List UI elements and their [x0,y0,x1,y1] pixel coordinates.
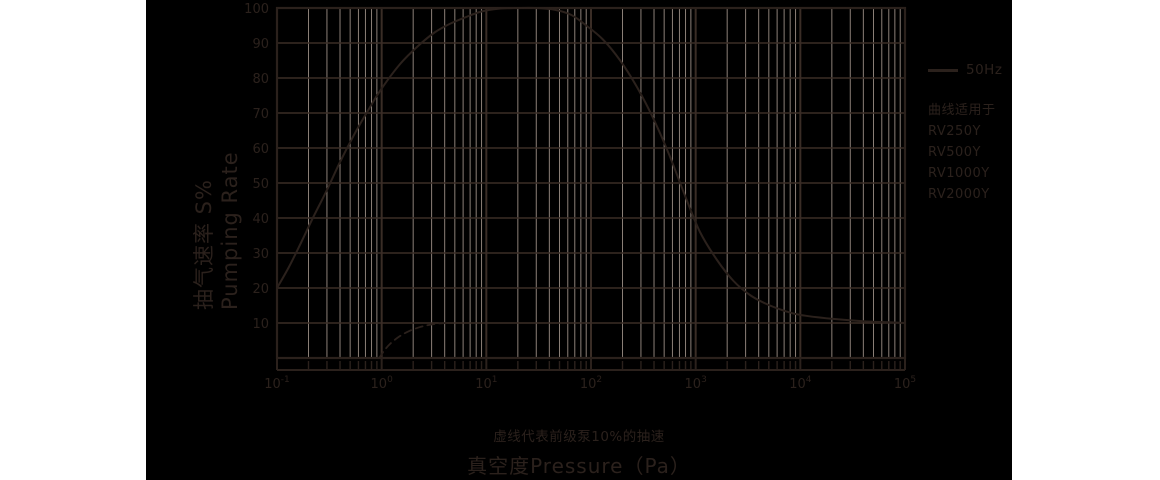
y-tick-label: 20 [252,282,269,297]
x-tick-label: 102 [580,375,602,392]
y-tick-label: 100 [244,2,269,17]
legend-note-heading: 曲线适用于 [928,103,996,118]
y-tick-label: 60 [252,142,269,157]
major-gridlines [276,7,906,358]
legend-model-rv1000y: RV1000Y [928,166,990,181]
legend-entry-label: 50Hz [966,62,1003,78]
legend-model-rv500y: RV500Y [928,145,981,160]
data-series-layer [276,6,906,359]
legend-model-rv2000y: RV2000Y [928,187,990,202]
y-tick-label: 90 [252,37,269,52]
x-axis-title: 真空度Pressure（Pa） [467,454,691,478]
chart-panel-background [146,0,1012,480]
series-line-solid [276,6,906,324]
y-tick-label: 10 [252,317,269,332]
legend: 50Hz 曲线适用于 RV250Y RV500Y RV1000Y RV2000Y [928,62,1048,205]
x-tick-label: 103 [685,375,707,392]
x-axis-tick-marks [276,358,906,371]
x-tick-label: 10-1 [264,375,290,392]
y-tick-label: 70 [252,107,269,122]
x-axis-tick-labels: 10-1 100 101 102 103 104 105 [264,375,916,392]
x-tick-label: 100 [371,375,394,392]
x-tick-label: 101 [475,375,497,392]
x-tick-label: 105 [894,375,916,392]
legend-line-swatch-icon [928,68,958,72]
y-axis-tick-labels: 10 20 30 40 50 60 70 80 90 100 [244,2,269,332]
legend-model-rv250y: RV250Y [928,124,981,139]
y-tick-label: 80 [252,72,269,87]
series-line-dashed [378,322,450,359]
y-tick-label: 50 [252,177,269,192]
y-tick-label: 40 [252,212,269,227]
dashed-line-caption: 虚线代表前级泵10%的抽速 [493,429,665,445]
y-tick-label: 30 [252,247,269,262]
legend-entry-50hz: 50Hz [928,62,1048,78]
x-tick-label: 104 [789,375,812,392]
